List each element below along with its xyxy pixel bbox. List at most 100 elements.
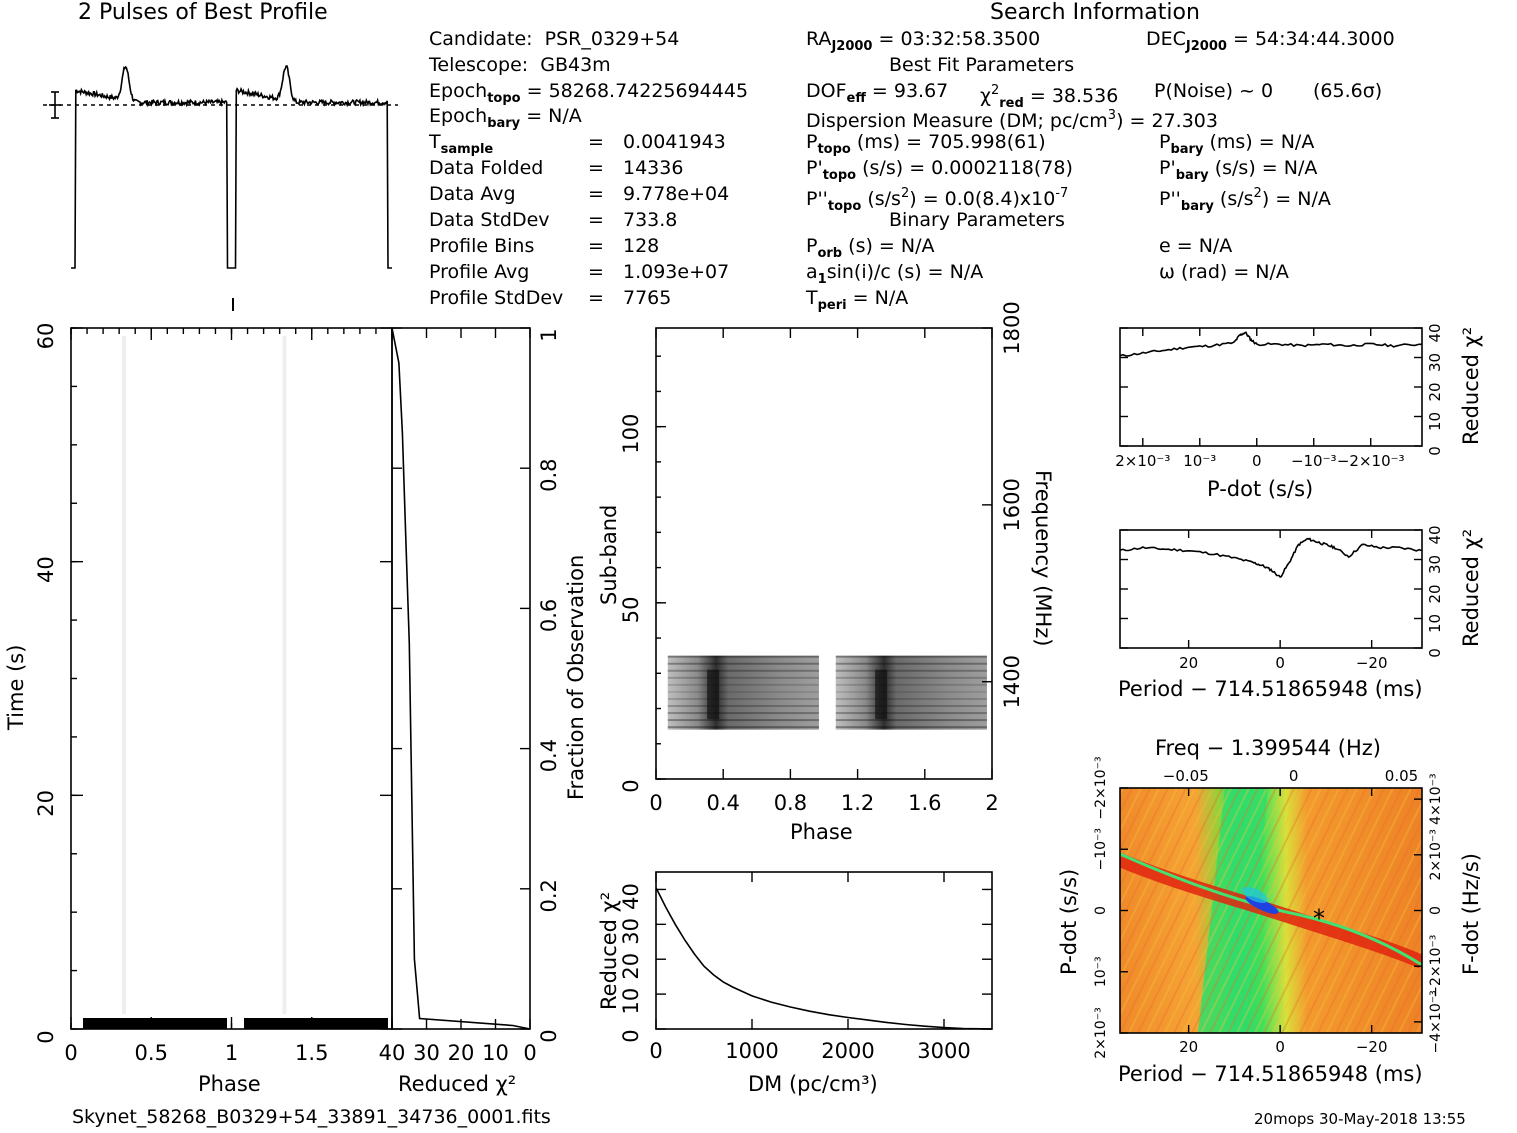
period-pdot-stripe <box>1146 788 1268 1033</box>
period-pdot-stripe <box>841 788 961 1033</box>
data-std-label: Data StdDev <box>429 209 550 231</box>
cf-xtick: 10 <box>482 1041 509 1065</box>
pd-ylabel: Reduced χ² <box>1459 326 1483 445</box>
pbary-sub: bary <box>1170 142 1204 157</box>
sb-xtick: 1.6 <box>908 791 941 815</box>
pdot-chi-ytick: 10 <box>1426 412 1444 431</box>
pdot-chi-ytick: 0 <box>1426 446 1444 456</box>
footer-filename: Skynet_58268_B0329+54_33891_34736_0001.f… <box>72 1106 551 1128</box>
dm-sup: 3 <box>1107 108 1117 123</box>
ra-value: = 03:32:58.3500 <box>878 28 1041 50</box>
data-folded-label: Data Folded <box>429 157 544 179</box>
period-pdot-stripe <box>1380 947 1422 1033</box>
best-fit-title: Best Fit Parameters <box>889 54 1075 76</box>
cf-ytick: 0.6 <box>537 599 561 632</box>
pddtopo-sup: 2 <box>900 186 910 201</box>
dm-xtick: 3000 <box>917 1039 970 1063</box>
subband-row <box>835 697 987 700</box>
sb-xtick: 0 <box>649 791 662 815</box>
tp-ytick: 0 <box>34 1030 58 1043</box>
time-phase-dark-row-right <box>244 1018 388 1029</box>
dec-label: DEC <box>1146 28 1186 50</box>
pdot-chi-xtick: 10⁻³ <box>1183 452 1216 470</box>
cf-ylabel: Fraction of Observation <box>564 554 588 800</box>
epoch-topo-value: = 58268.74225694445 <box>526 80 749 102</box>
period-pdot-stripe <box>1290 788 1412 1033</box>
pc-ylabel: Reduced χ² <box>1459 528 1483 647</box>
pp-xtick: −20 <box>1356 1038 1388 1056</box>
period-pdot-stripe <box>1120 788 1151 852</box>
cf-xtick: 40 <box>379 1041 406 1065</box>
pp-ytick: −2×10⁻³ <box>1093 756 1109 819</box>
dm-ytick: 10 <box>619 988 643 1015</box>
a1-label: a <box>806 261 818 283</box>
subband-row <box>667 697 819 700</box>
period-pdot-stripe <box>949 788 1069 1033</box>
subband-row <box>835 655 987 658</box>
dof-value: = 93.67 <box>871 80 949 102</box>
period-pdot-stripe <box>895 788 1015 1033</box>
dm-chi-line <box>655 887 993 1030</box>
sigma-value: (65.6σ) <box>1313 80 1383 102</box>
tperi-label: T <box>806 287 818 309</box>
pp-xlabel: Period − 714.51865948 (ms) <box>1118 1062 1423 1086</box>
pp-ytick: −10⁻³ <box>1093 828 1109 871</box>
eq-sign: = <box>588 157 604 179</box>
tp-xtick: 1 <box>225 1041 238 1065</box>
pp-x2tick: 0.05 <box>1385 767 1418 785</box>
period-pdot-stripe <box>886 788 1006 1033</box>
pp-y2tick: 4×10⁻³ <box>1428 773 1444 824</box>
pddtopo-exp: -7 <box>1055 186 1069 201</box>
subband-row <box>835 662 987 665</box>
period-chi-xtick: 20 <box>1179 654 1198 672</box>
period-pdot-best-marker: * <box>1313 905 1325 933</box>
period-chi-xtick: 0 <box>1275 654 1285 672</box>
subband-row <box>667 655 819 658</box>
time-phase-plot: 0 0.5 1 1.5 0 20 40 60 <box>34 323 393 1065</box>
data-std-value: 733.8 <box>623 209 678 231</box>
period-pdot-best-star: * <box>1313 905 1325 933</box>
candidate-label: Candidate: <box>429 28 533 50</box>
porb-label: P <box>806 235 818 257</box>
dm-ytick: 40 <box>619 883 643 910</box>
dm-value: ) = 27.303 <box>1116 110 1218 132</box>
period-pdot-stripe <box>1308 800 1422 1033</box>
cf-ytick: 0.4 <box>537 739 561 772</box>
cf-ytick: 0.8 <box>537 458 561 491</box>
time-phase-dark-row-left <box>83 1018 227 1029</box>
sb-xtick: 0.4 <box>706 791 739 815</box>
subband-pulse <box>707 669 720 720</box>
chi-sub: red <box>999 96 1024 111</box>
period-pdot-stripe <box>1120 788 1241 1033</box>
eq-sign: = <box>588 287 604 309</box>
profile-std-value: 7765 <box>623 287 672 309</box>
profile-bins-value: 128 <box>623 235 660 257</box>
porb-sub: orb <box>817 246 843 261</box>
pdot-chi-xtick: 2×10⁻³ <box>1115 452 1170 470</box>
data-avg-label: Data Avg <box>429 183 516 205</box>
period-pdot-stripe <box>922 788 1042 1033</box>
eq-sign: = <box>588 209 604 231</box>
cf-ytick: 0.2 <box>537 879 561 912</box>
a1-value: sin(i)/c (s) = N/A <box>826 261 984 283</box>
epoch-bary-label: Epoch <box>429 105 488 127</box>
pp-xtick: 0 <box>1275 1038 1285 1056</box>
period-pdot-stripe <box>1362 910 1422 1033</box>
profile-errorbar <box>49 91 61 119</box>
omega-value: ω (rad) = N/A <box>1159 261 1289 283</box>
data-avg-value: 9.778e+04 <box>623 183 730 205</box>
tperi-sub: peri <box>817 298 847 313</box>
period-pdot-stripe <box>940 788 1060 1033</box>
profile-std-label: Profile StdDev <box>429 287 564 309</box>
subband-block <box>835 655 987 730</box>
ptopo-value: (ms) = 705.998(61) <box>856 131 1046 153</box>
pp-x2tick: 0 <box>1289 767 1299 785</box>
pdot-chi-xtick: −10⁻³ <box>1291 452 1337 470</box>
profile-bins-label: Profile Bins <box>429 235 535 257</box>
period-pdot-stripe <box>1173 788 1295 1033</box>
subband-row <box>667 719 819 722</box>
dm-ylabel: Reduced χ² <box>597 891 621 1010</box>
period-pdot-ridge-red <box>1120 853 1422 969</box>
tp-ylabel: Time (s) <box>4 644 28 730</box>
